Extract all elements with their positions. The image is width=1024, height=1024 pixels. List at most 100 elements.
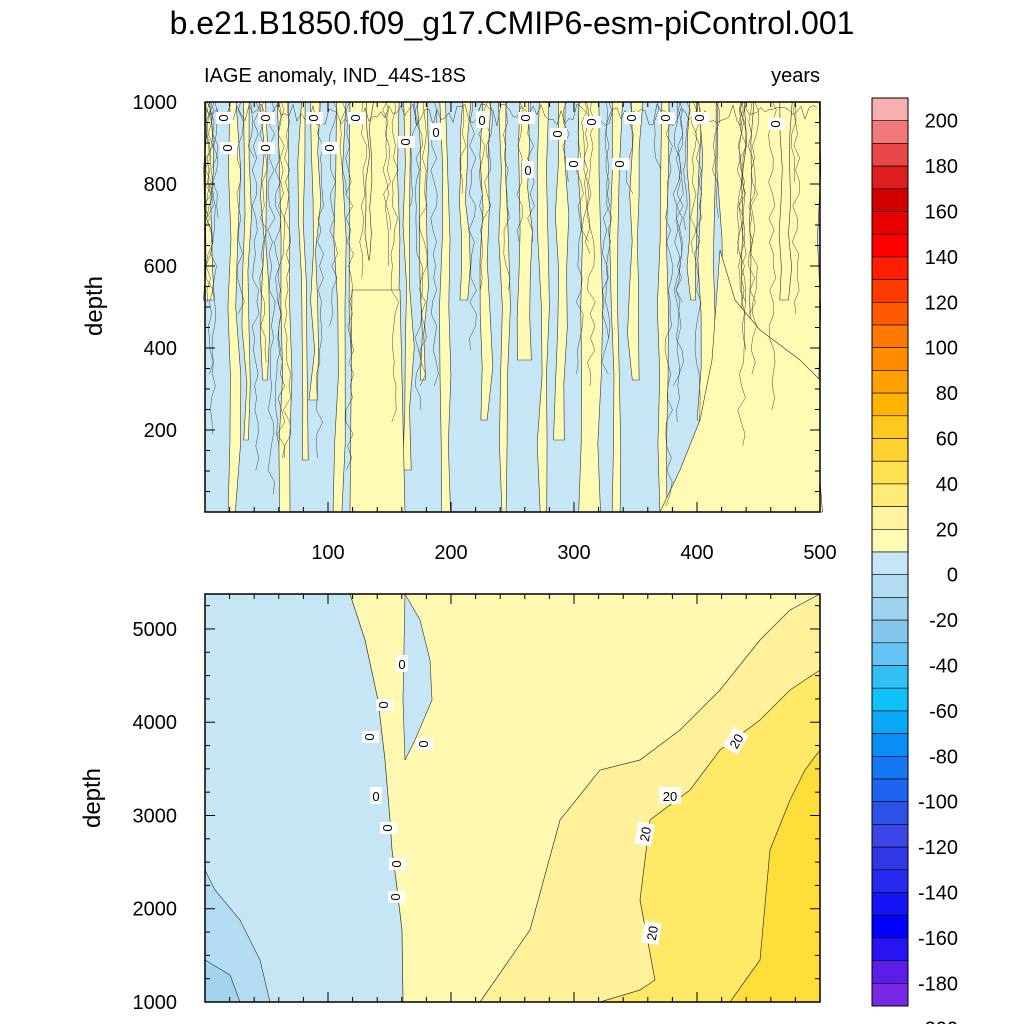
contour-label-text: 0 — [432, 125, 439, 140]
top-positive-streak — [259, 101, 270, 381]
top-axis-ticks: 100 200 300 400 500 200 400 600 800 1000 — [133, 92, 837, 564]
contour-label-text: 0 — [258, 144, 273, 151]
contour-label: 0 — [584, 116, 601, 128]
top-positive-streak — [297, 101, 309, 461]
contour-label-text: 0 — [380, 824, 395, 831]
top-positive-streak — [416, 101, 429, 381]
colorbar-swatch — [871, 392, 909, 417]
colorbar-swatch — [871, 506, 909, 530]
top-positive-streak — [516, 101, 533, 361]
top-contour-line — [267, 101, 276, 495]
colorbar-swatch — [871, 914, 909, 939]
colorbar-label: -100 — [918, 792, 958, 814]
top-contour-line — [604, 101, 613, 339]
colorbar-swatch — [871, 301, 909, 326]
bottom-neg-tongue — [402, 592, 433, 761]
top-contour-line — [768, 101, 777, 411]
colorbar-swatch — [871, 665, 909, 689]
contour-label: 0 — [388, 891, 405, 903]
colorbar-frame — [871, 97, 909, 1007]
top-contour-line — [315, 101, 324, 459]
x-tick-label: 100 — [311, 542, 344, 564]
contour-label: 0 — [306, 112, 323, 124]
colorbar-swatch — [871, 256, 909, 280]
top-contour-line — [414, 101, 423, 411]
contour-label: 0 — [220, 142, 237, 154]
top-contour-line — [575, 101, 584, 375]
contour-label: 0 — [258, 112, 275, 124]
top-contour-line — [274, 101, 282, 447]
y-tick-label: 1000 — [133, 92, 178, 114]
colorbar-swatch — [871, 483, 909, 507]
contour-label-text: 0 — [478, 113, 485, 128]
contour-label: 0 — [522, 161, 534, 178]
bottom-contour-labels: 0 0 0 0 0 0 0 0 20 20 20 20 — [362, 655, 749, 946]
contour-label: 0 — [362, 731, 379, 743]
colorbar-label: 200 — [925, 111, 958, 133]
colorbar-swatch — [871, 438, 909, 462]
bottom-y-axis-label: depth — [79, 768, 106, 828]
top-contour-line — [486, 101, 493, 159]
contour-label-text: 20 — [726, 731, 746, 751]
contour-label-text: 0 — [220, 144, 235, 151]
y-tick-label: 5000 — [133, 619, 178, 641]
top-right-title: years — [771, 65, 820, 87]
top-contour-line — [329, 101, 338, 327]
colorbar-label: 180 — [925, 156, 958, 178]
top-contour-line — [672, 102, 682, 387]
contour-label: 0 — [768, 118, 785, 130]
colorbar-label: -180 — [918, 973, 958, 995]
top-contour-line — [690, 101, 698, 255]
colorbar-swatch — [871, 846, 909, 871]
y-tick-label: 200 — [144, 420, 177, 442]
colorbar-swatch — [871, 415, 909, 439]
contour-label-text: 20 — [637, 826, 654, 843]
contour-label: 0 — [398, 136, 415, 148]
contour-label-text: 0 — [658, 114, 673, 121]
contour-label: 20 — [641, 920, 662, 946]
top-contour-line — [738, 101, 747, 351]
chart-title: b.e21.B1850.f09_g17.CMIP6-esm-piControl.… — [170, 5, 855, 41]
top-contour-line — [693, 101, 702, 423]
x-tick-label: 300 — [557, 542, 590, 564]
contour-label-text: 0 — [584, 118, 599, 125]
contour-label: 0 — [550, 128, 567, 140]
colorbar-swatch — [871, 97, 909, 122]
top-y-axis-label: depth — [81, 276, 108, 336]
contour-label: 0 — [476, 111, 488, 128]
colorbar-swatch — [871, 324, 909, 349]
contour-label-text: 0 — [524, 163, 531, 178]
top-positive-streak — [458, 101, 472, 301]
contour-label: 0 — [380, 822, 397, 834]
contour-label-text: 0 — [518, 114, 533, 121]
top-left-title: IAGE anomaly, IND_44S-18S — [204, 65, 466, 87]
colorbar-swatch — [871, 597, 909, 621]
top-contour-line — [410, 101, 419, 207]
top-contour-line — [247, 101, 255, 159]
top-contour-line — [478, 101, 487, 291]
colorbar-swatch — [871, 188, 909, 212]
top-positive-streak — [402, 101, 415, 471]
contour-label-text: 0 — [322, 144, 337, 151]
colorbar-label: -60 — [929, 701, 958, 723]
contour-label: 0 — [518, 112, 535, 124]
top-contour-line — [581, 101, 589, 243]
colorbar-swatch — [871, 551, 909, 576]
contour-label: 0 — [389, 858, 406, 870]
top-contour-line — [418, 101, 428, 387]
contour-label-text: 0 — [306, 114, 321, 121]
y-tick-label: 3000 — [133, 805, 178, 827]
y-tick-label: 2000 — [133, 899, 178, 921]
top-contour-line — [459, 101, 467, 195]
colorbar-swatch — [871, 801, 909, 825]
top-contour-line — [382, 101, 389, 267]
colorbar-label: -20 — [929, 610, 958, 632]
top-contour-line — [664, 101, 674, 507]
contour-label: 20 — [634, 821, 655, 847]
top-positive-streak — [778, 101, 793, 301]
colorbar-label: -140 — [918, 883, 958, 905]
colorbar-swatch — [871, 869, 909, 893]
top-contour-line — [276, 101, 285, 459]
colorbar-label: 0 — [947, 565, 958, 587]
